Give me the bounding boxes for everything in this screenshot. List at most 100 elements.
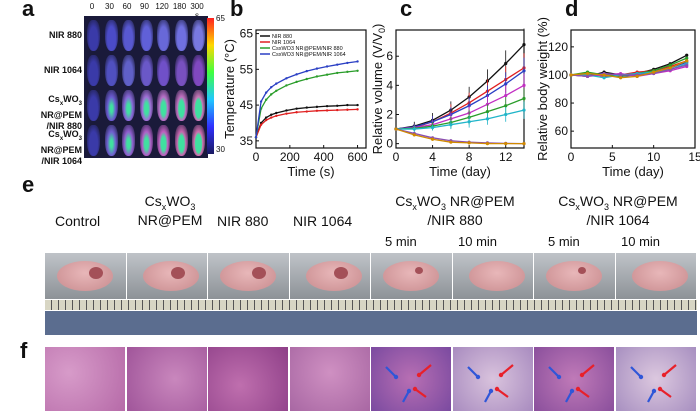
data-point [685,56,689,60]
data-point [295,80,298,84]
series-line [570,64,687,78]
arrow-head [475,374,480,380]
data-point [504,82,508,86]
y-tick-label: 35 [240,134,254,148]
data-point [504,93,508,98]
data-point [315,67,319,70]
series-line [395,44,525,130]
arrow-head [406,388,412,394]
histology-image [371,347,451,411]
arrow [581,364,595,376]
time-label: 0 [89,2,95,11]
data-point [467,120,471,124]
thermal-row-label: NIR 1064 [43,65,82,75]
data-point [305,77,308,81]
data-point [522,42,526,47]
data-point [504,142,508,146]
thermal-mouse-image [104,55,118,86]
data-point [346,108,349,111]
data-point [635,74,639,78]
data-point [356,103,359,107]
panel-f-label: f [20,338,28,363]
data-point [285,77,288,80]
data-point [315,105,319,109]
histology-image [289,347,370,411]
data-point [285,109,288,112]
data-point [522,108,526,112]
x-axis-label: Time (s) [287,164,334,179]
arrow-head [494,386,499,392]
thermal-image-grid [84,16,208,158]
data-point [259,123,263,126]
series-line [396,109,525,130]
data-point [336,63,339,66]
arrow [418,364,432,376]
histology-arrows [548,364,595,403]
tumor-on-mouse [252,267,266,279]
arrow-head [575,386,581,392]
excised-tumor-strip [45,311,697,388]
data-point [585,74,590,78]
x-tick-label: 15 [688,150,700,164]
series-line [395,128,525,145]
thermal-mouse-image [192,55,205,86]
data-point [295,107,298,110]
mouse-photo [615,253,696,299]
data-point [295,111,298,114]
arrow-head [488,388,493,394]
histology-image [126,347,207,411]
thermal-mouse-image [174,55,188,86]
data-point [430,126,435,130]
thermal-mouse-image [104,90,118,121]
data-point [430,137,435,141]
data-point [270,93,273,96]
mouse-body [631,261,688,291]
thermal-mouse-image [122,20,135,51]
mouse-photo [45,253,126,299]
arrow-head [556,374,562,380]
histology-image [452,347,533,411]
data-point [356,108,359,111]
group-nir1064-label: NIR 1064 [293,213,353,229]
y-tick-label: 45 [240,98,254,112]
arrow-head [412,386,418,392]
thermal-mouse-image [139,55,153,86]
thermal-mouse-image [174,125,188,156]
arrow [662,364,677,376]
ruler [45,300,697,310]
data-point [264,91,268,94]
mouse-body [383,261,439,291]
arrow [414,388,427,398]
data-point [305,106,308,109]
tumor-volume-chart: 0 4 8 12 0 2 4 6 Time (day) Relative volume (V/V0… [372,24,526,179]
thermal-mouse-image [139,125,153,156]
x-tick-label: 400 [314,150,334,164]
data-point [522,96,526,101]
y-tick-label: 6 [386,49,393,63]
data-point [315,75,319,78]
data-point [522,69,526,73]
data-point [264,116,268,119]
mouse-body [468,261,525,291]
colorbar-min: 30 [216,145,225,154]
data-point [485,109,490,114]
data-point [585,71,590,76]
thermal-mouse-image [122,90,135,121]
data-point [522,142,526,146]
x-tick-label: 12 [499,150,513,164]
x-axis-label: Time (day) [429,164,491,179]
data-point [325,73,329,76]
data-point [356,60,359,63]
arrow-head [638,374,643,380]
nr880-5min-label: 5 min [385,234,417,249]
mouse-body [305,261,362,291]
arrow [629,366,642,378]
data-point [264,118,268,122]
y-tick-label: 120 [548,40,568,54]
data-point [619,76,623,80]
arrow-head [393,374,399,380]
thermal-row-label: CsxWO3 NR@PEM/NIR 1064 [40,129,82,166]
data-point [449,123,453,127]
thermal-mouse-image [157,55,170,86]
thermal-mouse-image [192,20,205,51]
